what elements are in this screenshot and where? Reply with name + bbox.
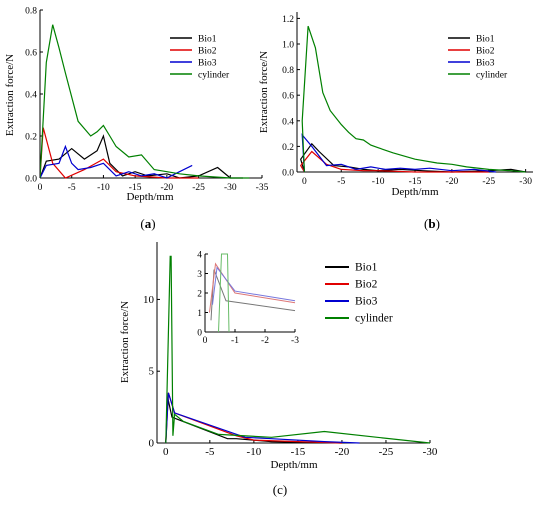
x-tick-label: 0 [163, 446, 169, 458]
series-bio3 [212, 266, 296, 305]
x-tick-label: -3 [291, 336, 299, 346]
y-tick-label: 0.4 [25, 91, 37, 101]
legend-label: cylinder [476, 71, 508, 81]
legend-label: Bio2 [355, 279, 378, 291]
series-bio2 [165, 392, 342, 444]
x-tick-label: -25 [379, 446, 394, 458]
x-tick-label: -20 [335, 446, 350, 458]
x-tick-label: -10 [247, 446, 262, 458]
y-axis-label: Extraction force/N [258, 51, 270, 133]
series-bio3 [165, 392, 360, 444]
series-bio3 [301, 133, 497, 173]
x-tick-label: -5 [205, 446, 215, 458]
x-tick-label: 0 [302, 177, 307, 187]
y-tick-label: 0 [197, 329, 202, 339]
y-axis-label: Extraction force/N [4, 54, 16, 136]
panel-label: (a) [140, 216, 155, 231]
x-tick-label: 0 [38, 183, 43, 193]
y-tick-label: 5 [149, 366, 155, 378]
series-bio2 [209, 262, 296, 313]
y-tick-label: 4 [197, 251, 202, 261]
y-tick-label: 0.0 [282, 169, 294, 179]
series-bio1 [40, 134, 243, 179]
x-tick-label: -30 [519, 177, 532, 187]
series-bio1 [300, 142, 526, 173]
x-tick-label: -1 [231, 336, 239, 346]
legend-label: Bio1 [476, 35, 495, 45]
x-tick-label: -10 [97, 183, 110, 193]
legend-label: Bio2 [198, 47, 217, 57]
y-tick-label: 0.2 [282, 143, 294, 153]
series-bio2 [299, 150, 489, 173]
chart-a: 0 -5 -10 -15 -20 -25 -30 -35 0.0 0.2 0.4 0.6 0.8 Dept… [4, 7, 269, 232]
y-tick-label: 1 [197, 309, 202, 319]
series-bio3 [40, 144, 193, 179]
chart-b: 0 -5 -10 -15 -20 -25 -30 0.0 0.2 0.4 0.6 0.8 1.0 1.2 D… [258, 12, 533, 231]
chart-c: 0 -5 -10 -15 -20 -25 -300510Depth/mmExtraction… [119, 242, 438, 497]
x-tick-label: -35 [256, 183, 269, 193]
y-tick-label: 3 [197, 270, 202, 280]
x-tick-label: -20 [446, 177, 459, 187]
x-axis-label: Depth/mm [270, 459, 317, 471]
y-tick-label: 0.6 [25, 49, 37, 59]
series-cylinder [218, 253, 230, 333]
x-tick-label: -2 [261, 336, 269, 346]
y-tick-label: 0.8 [282, 66, 294, 76]
legend: Bio1 Bio2 Bio3 cylinder [170, 35, 230, 81]
legend-label: cylinder [355, 313, 393, 325]
panel-label: (c) [273, 482, 287, 497]
x-axis-label: Depth/mm [126, 191, 173, 203]
legend-label: Bio3 [476, 59, 495, 69]
panel-letter: a [145, 216, 152, 231]
x-axis-label: Depth/mm [391, 186, 438, 198]
x-tick-label: -30 [423, 446, 438, 458]
y-tick-label: 10 [143, 294, 155, 306]
legend-label: Bio2 [476, 47, 495, 57]
y-tick-label: 0.8 [25, 7, 37, 17]
legend: Bio1 Bio2 Bio3 cylinder [448, 35, 508, 81]
legend-label: cylinder [198, 71, 230, 81]
y-tick-label: 0.0 [25, 175, 37, 185]
legend-label: Bio1 [355, 262, 378, 274]
legend-label: Bio1 [198, 35, 217, 45]
y-tick-label: 0.6 [282, 92, 294, 102]
panel-letter: c [277, 482, 283, 497]
legend: Bio1 Bio2 Bio3 cylinder [325, 262, 393, 325]
y-tick-label: 0 [149, 438, 155, 450]
x-tick-label: -25 [192, 183, 205, 193]
series-bio1 [210, 269, 296, 321]
y-tick-label: 2 [197, 290, 202, 300]
x-tick-label: 0 [203, 336, 208, 346]
chart-c-inset: 0 -1 -2 -3 0 1 2 3 4 [197, 251, 299, 347]
series-cylinder [40, 24, 250, 179]
series-cylinder [165, 255, 431, 444]
legend-label: Bio3 [355, 296, 378, 308]
y-tick-label: 0.2 [25, 133, 37, 143]
panel-letter: b [428, 216, 435, 231]
y-tick-label: 0.4 [282, 117, 294, 127]
panel-label: (b) [424, 216, 440, 231]
x-tick-label: -15 [409, 177, 422, 187]
x-tick-label: -5 [337, 177, 345, 187]
x-tick-label: -5 [68, 183, 76, 193]
x-tick-label: -15 [129, 183, 142, 193]
x-tick-label: -15 [291, 446, 306, 458]
series-bio2 [40, 127, 199, 179]
legend-label: Bio3 [198, 59, 217, 69]
y-tick-label: 1.0 [282, 41, 294, 51]
y-axis-label: Extraction force/N [119, 301, 131, 383]
x-tick-label: -10 [372, 177, 385, 187]
x-tick-label: -20 [161, 183, 174, 193]
series-cylinder [301, 25, 526, 173]
x-tick-label: -30 [224, 183, 237, 193]
y-tick-label: 1.2 [282, 15, 294, 25]
x-tick-label: -25 [482, 177, 495, 187]
